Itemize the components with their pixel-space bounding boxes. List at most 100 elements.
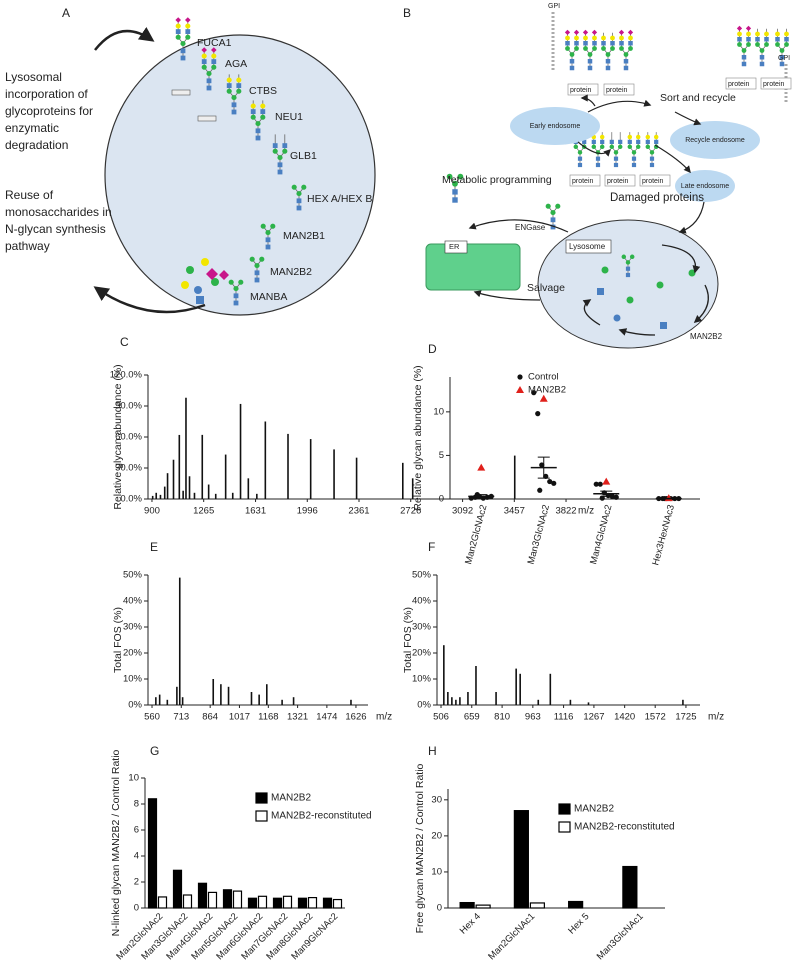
x-tick-label: Man3GlcNAc2 <box>526 504 552 566</box>
panel-label: G <box>150 744 159 758</box>
arrow <box>577 141 612 157</box>
glycan-glcnac <box>282 143 288 148</box>
glycan-glcnac <box>565 41 570 46</box>
glycan-sugar <box>617 144 623 150</box>
glycan-glcnac <box>592 41 597 46</box>
x-tick-label: 1996 <box>297 506 318 517</box>
glycan-sugar <box>255 121 261 127</box>
error-bar <box>600 490 613 497</box>
gpi-label: GPI <box>548 3 560 10</box>
caption-line: monosaccharides in <box>5 205 112 219</box>
y-tick-label: 20% <box>123 648 143 659</box>
x-tick-label: 1168 <box>258 712 278 723</box>
glycan-sugar <box>291 184 297 190</box>
glycan-sugar <box>609 144 615 150</box>
legend-label: MAN2B2-reconstituted <box>574 822 675 833</box>
compartment-label: Recycle endosome <box>685 137 745 144</box>
glycan-sugar <box>573 144 579 150</box>
glycan-glcnac <box>625 266 631 271</box>
glycan-sugar <box>613 150 619 155</box>
free-glcnac <box>196 296 204 304</box>
x-tick-label: 810 <box>494 712 510 723</box>
free-sugar <box>626 296 634 304</box>
glycan-sugar <box>583 35 588 41</box>
glycan-sugar <box>628 35 633 41</box>
y-tick-label: 20% <box>412 648 432 659</box>
y-axis-label: Relative glycan abundance (%) <box>412 365 424 510</box>
x-tick-label: 900 <box>144 506 160 517</box>
caption-line: Reuse of <box>5 188 54 202</box>
free-glcnac <box>660 322 667 329</box>
glycan-sugar <box>755 31 760 37</box>
glycan-glcnac <box>746 37 751 42</box>
glycan-icon <box>272 134 288 175</box>
glycan-sugar <box>625 260 631 265</box>
free-sugar <box>211 278 219 286</box>
glycan-sugar <box>277 155 283 161</box>
protein-box <box>639 174 671 187</box>
y-tick-label: 40% <box>123 596 143 607</box>
caption-line: pathway <box>5 239 50 253</box>
bar <box>307 896 318 909</box>
process-label: Sort and recycle <box>660 92 736 104</box>
x-tick-label: 1017 <box>229 712 250 723</box>
x-tick-label: 1116 <box>554 712 574 723</box>
glycan-sugar <box>764 31 769 37</box>
panel-label: E <box>150 540 158 554</box>
glycan-sugar <box>206 71 212 77</box>
x-axis-label: m/z <box>376 712 392 723</box>
glycan-glcnac <box>764 37 769 42</box>
bar <box>247 897 258 909</box>
glycan-icon <box>601 32 615 71</box>
glycan-glcnac <box>452 197 458 203</box>
bar <box>297 897 308 909</box>
glycan-sugar <box>599 134 605 140</box>
protein-box <box>197 115 217 122</box>
glycan-glcnac <box>255 135 261 141</box>
glycan-sugar <box>175 23 181 29</box>
arrow <box>94 27 155 51</box>
glycan-glcnac <box>737 37 742 42</box>
x-tick-label: 713 <box>173 712 189 723</box>
glycan-sugar <box>574 46 579 51</box>
legend-label: MAN2B2 <box>271 793 311 804</box>
glycan-sugar <box>226 77 232 83</box>
free-sugar <box>688 269 696 277</box>
glycan-icon <box>582 29 598 71</box>
error-bar <box>537 456 550 479</box>
glycan-glcnac <box>254 270 260 276</box>
glycan-sugar <box>741 48 747 53</box>
enzyme-label: AGA <box>225 58 247 70</box>
data-point <box>477 463 486 471</box>
glycan-glcnac <box>233 300 239 306</box>
glycan-sugar <box>555 203 561 209</box>
glycan-glcnac <box>591 139 596 144</box>
x-tick-label: 1626 <box>345 712 366 723</box>
enzyme-label: MAN2B2 <box>270 266 312 278</box>
bar <box>282 895 293 909</box>
glycan-sugar <box>265 230 271 236</box>
glycan-sugar <box>592 35 597 41</box>
bar <box>475 904 491 909</box>
glycan-sugar <box>601 46 606 51</box>
glycan-sugar <box>592 46 597 51</box>
x-axis-label: m/z <box>708 712 724 723</box>
arrow <box>93 286 206 314</box>
er-tag <box>444 240 468 254</box>
glycan-sialic <box>582 29 598 35</box>
y-tick-label: 120.0% <box>110 370 143 381</box>
y-tick-label: 10% <box>412 674 432 685</box>
glycan-glcnac <box>649 156 655 161</box>
x-tick-label: 3457 <box>504 506 525 517</box>
arrow <box>661 244 701 274</box>
glycan-bond <box>547 205 559 227</box>
er-box <box>425 243 521 291</box>
glycan-sugar <box>583 46 588 51</box>
caption-line: Lysosomal <box>5 70 62 84</box>
glycan-glcnac <box>605 59 611 64</box>
bar <box>222 889 233 909</box>
glycan-sugar <box>784 42 789 47</box>
legend-label: MAN2B2-reconstituted <box>271 811 372 822</box>
free-sialic <box>206 268 229 280</box>
enzyme-label: MAN2B1 <box>283 230 325 242</box>
